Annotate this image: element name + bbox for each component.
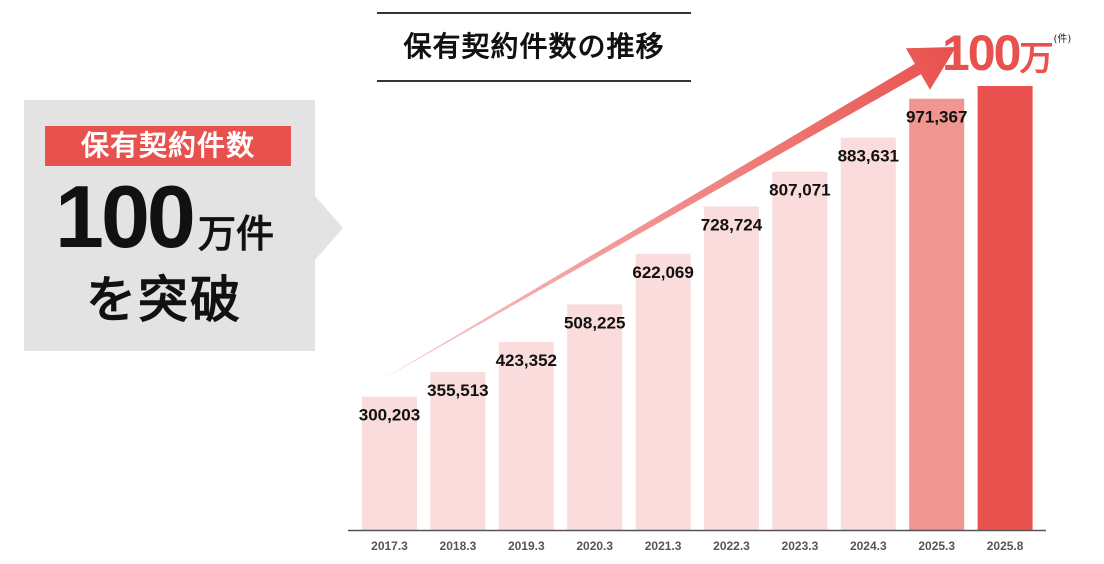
peak-label: 100万(件) <box>942 24 1071 82</box>
bar-2024.3 <box>840 137 896 530</box>
bar-2021.3 <box>635 253 691 530</box>
tick-label-2019.3: 2019.3 <box>508 539 545 553</box>
value-label-2025.3: 971,367 <box>906 108 967 127</box>
value-label-2020.3: 508,225 <box>564 313 625 332</box>
tick-label-2018.3: 2018.3 <box>440 539 477 553</box>
title-top-rule <box>377 12 691 14</box>
callout-unit: 万件 <box>198 212 275 256</box>
bar-2017.3 <box>362 396 417 530</box>
trend-arrow <box>380 47 956 381</box>
value-label-2022.3: 728,724 <box>701 215 763 234</box>
value-label-2023.3: 807,071 <box>769 181 830 200</box>
tick-label-2025.8: 2025.8 <box>987 539 1024 553</box>
bar-2020.3 <box>567 304 623 530</box>
value-label-2019.3: 423,352 <box>496 351 557 370</box>
value-label-2018.3: 355,513 <box>427 381 488 400</box>
value-label-2024.3: 883,631 <box>838 147 899 166</box>
title-bottom-rule <box>377 80 691 82</box>
callout-big-number: 100 <box>55 167 196 266</box>
bar-2019.3 <box>498 342 554 530</box>
callout-subtext: を突破 <box>86 271 242 329</box>
bar-2022.3 <box>704 206 759 531</box>
peak-unit-suffix: (件) <box>1053 34 1072 45</box>
tick-label-2021.3: 2021.3 <box>645 539 682 553</box>
tick-label-2020.3: 2020.3 <box>576 539 613 553</box>
bar-2025.3 <box>909 98 965 531</box>
bar-2025.8 <box>977 86 1033 530</box>
tick-label-2025.3: 2025.3 <box>918 539 955 553</box>
bar-2023.3 <box>772 171 828 531</box>
peak-unit: 万 <box>1019 39 1054 79</box>
callout-label: 保有契約件数 <box>45 126 291 166</box>
value-label-2021.3: 622,069 <box>632 263 693 282</box>
callout-pointer <box>315 196 343 260</box>
tick-label-2024.3: 2024.3 <box>850 539 887 553</box>
chart-title: 保有契約件数の推移 <box>403 30 665 63</box>
peak-number: 100 <box>942 25 1021 81</box>
tick-label-2022.3: 2022.3 <box>713 539 750 553</box>
tick-label-2017.3: 2017.3 <box>371 539 408 553</box>
value-label-2017.3: 300,203 <box>359 406 420 425</box>
tick-label-2023.3: 2023.3 <box>782 539 819 553</box>
bar-2018.3 <box>430 372 486 530</box>
